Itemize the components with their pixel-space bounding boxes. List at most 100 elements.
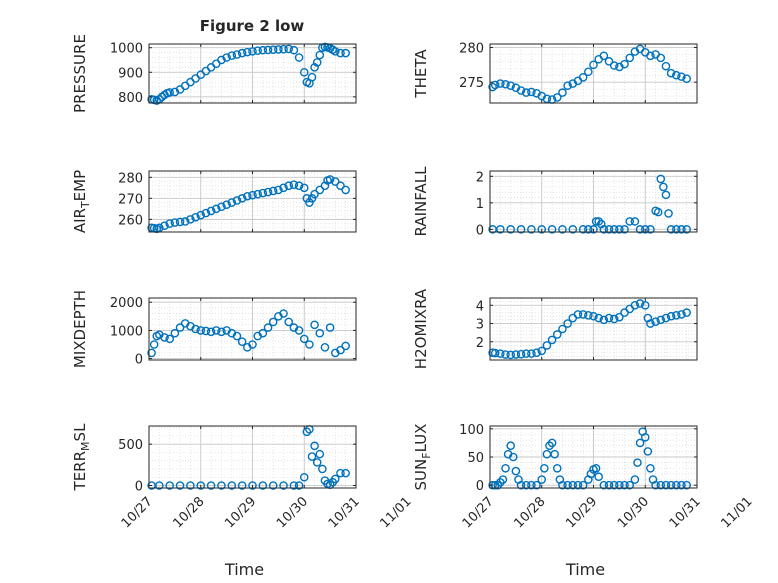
y-tick-label: 270	[118, 192, 143, 207]
data-point	[307, 452, 317, 461]
data-point	[263, 45, 273, 55]
data-point	[609, 480, 619, 490]
data-point	[586, 469, 596, 479]
data-point	[516, 225, 526, 234]
data-point	[175, 217, 185, 227]
data-series	[488, 427, 691, 490]
data-point	[625, 53, 635, 63]
data-point	[558, 324, 567, 334]
data-point	[279, 481, 288, 490]
data-point	[578, 73, 588, 82]
data-point	[341, 185, 350, 195]
data-point	[527, 87, 536, 97]
data-point	[232, 50, 242, 59]
y-axis-label: THETA	[412, 49, 430, 99]
data-point	[165, 334, 174, 344]
data-point	[584, 67, 593, 77]
data-point	[268, 481, 278, 490]
data-point	[206, 206, 216, 216]
data-point	[589, 311, 598, 321]
y-tick-label: 50	[467, 451, 484, 466]
data-point	[258, 328, 268, 338]
data-point	[682, 74, 691, 84]
data-point	[227, 198, 237, 207]
data-point	[490, 348, 500, 358]
data-point	[253, 46, 262, 55]
data-point	[268, 45, 278, 54]
data-point	[302, 427, 312, 437]
y-axis-label: AIRTEMP	[71, 170, 92, 233]
data-point	[527, 480, 536, 490]
data-point	[584, 225, 593, 234]
data-point	[196, 326, 206, 335]
data-point	[237, 337, 247, 346]
data-point	[568, 225, 578, 234]
data-point	[496, 225, 505, 234]
data-point	[248, 47, 257, 56]
data-point	[578, 480, 588, 490]
data-point	[599, 51, 609, 61]
data-point	[646, 319, 655, 328]
data-point	[310, 63, 319, 72]
data-point	[620, 225, 629, 234]
data-point	[563, 81, 572, 90]
data-point	[547, 225, 557, 234]
subplot-3: 260 270 280 AIRTEMP	[71, 170, 357, 233]
y-tick-label: 2000	[110, 296, 143, 311]
data-point	[656, 53, 666, 63]
subplot-7: 0 500 TERRMSL 10/27 10/28 10/29 10/30 10/31 11/0…	[71, 423, 415, 579]
data-point	[201, 208, 211, 218]
y-axis-label: TERRMSL	[71, 423, 92, 492]
data-point	[165, 481, 174, 490]
data-point	[336, 48, 345, 58]
data-point	[656, 315, 666, 325]
data-point	[243, 191, 252, 201]
data-point	[552, 93, 562, 102]
data-point	[302, 194, 312, 203]
data-series	[488, 299, 691, 360]
y-axis-label: RAINFALL	[412, 166, 430, 237]
data-point	[558, 225, 567, 234]
subplot-2: 275 280 THETA	[412, 41, 698, 104]
data-point	[640, 225, 650, 234]
data-point	[330, 177, 340, 186]
data-point	[666, 480, 676, 490]
data-point	[263, 187, 273, 197]
y-tick-label: 1000	[110, 42, 143, 57]
data-point	[550, 449, 559, 459]
data-point	[294, 181, 304, 191]
data-point	[511, 466, 521, 476]
data-point	[310, 320, 319, 330]
data-point	[336, 181, 345, 191]
data-point	[284, 317, 294, 327]
data-point	[299, 472, 309, 482]
data-point	[258, 45, 268, 55]
data-point	[630, 475, 640, 484]
data-point	[217, 202, 226, 212]
data-point	[330, 474, 340, 484]
data-point	[318, 464, 327, 474]
data-point	[537, 475, 547, 484]
data-point	[279, 44, 288, 54]
data-point	[501, 463, 510, 473]
data-point	[547, 438, 557, 448]
data-point	[521, 480, 531, 490]
data-point	[615, 225, 624, 234]
data-point	[521, 349, 531, 358]
y-axis-label: SUNFLUX	[412, 424, 433, 491]
data-point	[299, 67, 309, 77]
y-tick-label: 4	[476, 299, 484, 314]
data-point	[341, 341, 350, 351]
data-point	[284, 44, 294, 54]
data-point	[206, 327, 216, 337]
data-series	[147, 42, 350, 105]
y-tick-label: 3	[476, 318, 484, 333]
data-point	[625, 217, 635, 226]
y-tick-label: 100	[459, 423, 484, 438]
data-point	[677, 225, 686, 234]
data-point	[615, 312, 624, 322]
y-tick-label: 0	[476, 223, 484, 238]
data-point	[325, 175, 335, 184]
data-point	[237, 48, 247, 58]
